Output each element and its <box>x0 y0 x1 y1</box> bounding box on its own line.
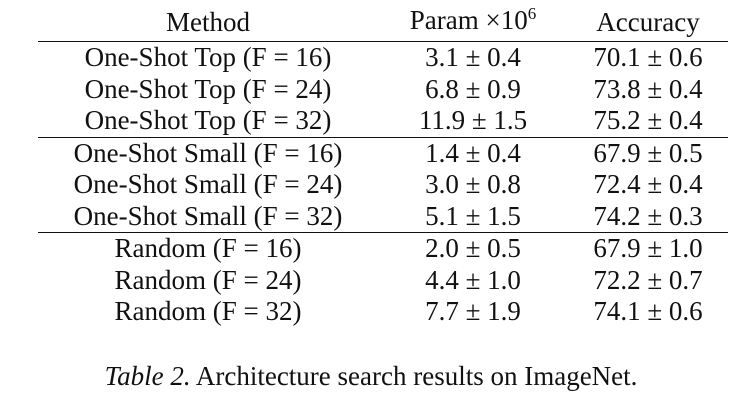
table-row: Random (F = 32) 7.7 ± 1.9 74.1 ± 0.6 <box>38 296 728 328</box>
cell-accuracy: 70.1 ± 0.6 <box>593 42 703 73</box>
cell-param: 4.4 ± 1.0 <box>425 264 521 295</box>
cell-param: 2.0 ± 0.5 <box>425 233 521 264</box>
table-row: One-Shot Top (F = 16) 3.1 ± 0.4 70.1 ± 0… <box>38 42 728 74</box>
cell-method: One-Shot Top (F = 24) <box>84 73 332 104</box>
table-row: One-Shot Small (F = 16) 1.4 ± 0.4 67.9 ±… <box>38 137 728 169</box>
table-row: One-Shot Small (F = 24) 3.0 ± 0.8 72.4 ±… <box>38 169 728 201</box>
header-method: Method <box>166 6 250 37</box>
caption-label: Table 2. <box>104 361 191 391</box>
header-param-base: Param ×10 <box>409 5 528 35</box>
results-table: Method Param ×106 Accuracy One-Shot Top … <box>38 2 728 328</box>
cell-param: 6.8 ± 0.9 <box>425 73 521 104</box>
table-row: One-Shot Top (F = 32) 11.9 ± 1.5 75.2 ± … <box>38 105 728 138</box>
header-accuracy: Accuracy <box>596 6 700 37</box>
caption-text: Architecture search results on ImageNet. <box>195 361 638 391</box>
cell-param: 5.1 ± 1.5 <box>378 200 568 233</box>
cell-param: 1.4 ± 0.4 <box>425 137 521 168</box>
cell-method: Random (F = 16) <box>114 233 302 264</box>
cell-accuracy: 74.2 ± 0.3 <box>568 200 728 233</box>
table-row: One-Shot Top (F = 24) 6.8 ± 0.9 73.8 ± 0… <box>38 74 728 106</box>
results-table-container: Method Param ×106 Accuracy One-Shot Top … <box>38 2 728 328</box>
cell-method: Random (F = 32) <box>114 296 302 327</box>
table-caption: Table 2. Architecture search results on … <box>0 360 742 392</box>
cell-accuracy: 67.9 ± 0.5 <box>593 137 703 168</box>
cell-method: One-Shot Small (F = 24) <box>73 169 343 200</box>
cell-accuracy: 73.8 ± 0.4 <box>593 73 703 104</box>
cell-accuracy: 72.4 ± 0.4 <box>593 169 703 200</box>
header-param: Param ×106 <box>378 2 568 42</box>
cell-accuracy: 75.2 ± 0.4 <box>568 105 728 138</box>
table-row: One-Shot Small (F = 32) 5.1 ± 1.5 74.2 ±… <box>38 200 728 233</box>
table-header-row: Method Param ×106 Accuracy <box>38 2 728 42</box>
cell-method: One-Shot Small (F = 16) <box>73 137 343 168</box>
table-row: Random (F = 24) 4.4 ± 1.0 72.2 ± 0.7 <box>38 265 728 297</box>
cell-method: One-Shot Small (F = 32) <box>38 200 378 233</box>
cell-param: 3.0 ± 0.8 <box>425 169 521 200</box>
cell-method: One-Shot Top (F = 32) <box>38 105 378 138</box>
cell-accuracy: 67.9 ± 1.0 <box>593 233 703 264</box>
cell-param: 7.7 ± 1.9 <box>425 296 521 327</box>
cell-accuracy: 72.2 ± 0.7 <box>593 264 703 295</box>
cell-accuracy: 74.1 ± 0.6 <box>593 296 703 327</box>
header-param-exponent: 6 <box>527 4 537 23</box>
cell-method: One-Shot Top (F = 16) <box>84 42 332 73</box>
cell-param: 3.1 ± 0.4 <box>425 42 521 73</box>
cell-param: 11.9 ± 1.5 <box>378 105 568 138</box>
cell-method: Random (F = 24) <box>114 264 302 295</box>
table-row: Random (F = 16) 2.0 ± 0.5 67.9 ± 1.0 <box>38 233 728 265</box>
